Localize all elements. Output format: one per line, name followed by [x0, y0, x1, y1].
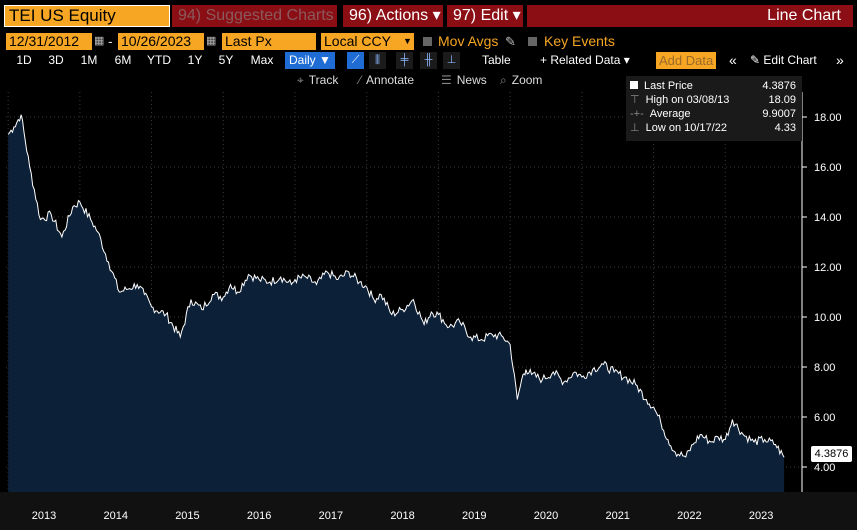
field-selector[interactable]: Last Px: [222, 33, 316, 50]
actions-menu[interactable]: 96) Actions ▾: [343, 5, 443, 27]
annotate-label: Annotate: [366, 73, 415, 87]
y-tick-label: 6.00: [814, 412, 835, 424]
annotate-icon: ⁄: [359, 73, 362, 87]
key-events-checkbox[interactable]: [528, 37, 537, 46]
legend-low: ⊥ Low on 10/17/22: [630, 122, 727, 135]
price-area: [8, 114, 785, 493]
collapse-icon[interactable]: «: [729, 52, 737, 68]
news-icon: ☰: [441, 73, 452, 87]
candlestick-icon[interactable]: ⫼: [369, 52, 386, 69]
track-label: Track: [308, 73, 339, 87]
y-tick-label: 8.00: [814, 362, 835, 374]
edit-chart-button[interactable]: ✎ Edit Chart: [750, 53, 817, 67]
range-3d[interactable]: 3D: [48, 53, 64, 67]
series-swatch: [630, 81, 638, 89]
bar-icon[interactable]: ⊥: [443, 52, 460, 69]
annotate-tool[interactable]: ⁄ Annotate: [359, 72, 414, 89]
legend-high-label: High on 03/08/13: [645, 94, 730, 106]
start-date-field[interactable]: 12/31/2012: [6, 33, 92, 50]
y-tick-label: 4.00: [814, 462, 835, 474]
window-title: Line Chart: [527, 5, 853, 27]
hlc-bar-icon[interactable]: ╫: [420, 52, 437, 69]
range-separator: -: [108, 33, 113, 49]
legend-low-label: Low on 10/17/22: [645, 122, 727, 134]
average-marker-icon: -+-: [630, 108, 644, 120]
legend-high-value: 18.09: [768, 94, 796, 106]
ohlc-bar-icon[interactable]: ╪: [396, 52, 413, 69]
line-chart-icon[interactable]: ⟋: [347, 52, 364, 69]
y-tick-label: 18.00: [814, 112, 842, 124]
mov-avgs-checkbox[interactable]: [423, 37, 432, 46]
range-ytd[interactable]: YTD: [147, 53, 171, 67]
low-marker-icon: ⊥: [630, 122, 640, 134]
range-6m[interactable]: 6M: [114, 53, 132, 67]
y-tick-label: 12.00: [814, 262, 842, 274]
mov-avgs-label: Mov Avgs: [438, 33, 499, 49]
pencil-icon[interactable]: ✎: [505, 34, 516, 49]
legend-high: ⊤ High on 03/08/13: [630, 94, 729, 107]
ticker-field[interactable]: TEI US Equity: [4, 5, 170, 27]
calendar-icon[interactable]: ▦: [94, 35, 105, 47]
table-button[interactable]: Table: [482, 53, 511, 67]
range-1y[interactable]: 1Y: [187, 53, 203, 67]
zoom-label: Zoom: [511, 73, 543, 87]
chart-legend: Last Price 4.3876 ⊤ High on 03/08/13 18.0…: [626, 76, 802, 141]
legend-average-value: 9.9007: [762, 108, 796, 120]
legend-last-price[interactable]: Last Price: [630, 80, 693, 93]
zoom-icon: ⌕: [500, 73, 507, 87]
legend-low-value: 4.33: [774, 122, 796, 134]
x-tick-label: 2015: [175, 510, 199, 522]
y-axis: 4.00 6.00 8.00 10.00 12.00 14.00 16.00 18.00: [801, 92, 842, 492]
x-tick-label: 2022: [677, 510, 701, 522]
x-tick-label: 2017: [319, 510, 343, 522]
last-price-tag: 4.3876: [811, 446, 852, 462]
calendar-icon[interactable]: ▦: [206, 35, 217, 47]
x-tick-label: 2021: [605, 510, 629, 522]
x-tick-label: 2019: [462, 510, 486, 522]
y-tick-label: 10.00: [814, 312, 842, 324]
legend-last-price-value: 4.3876: [762, 80, 796, 92]
suggested-charts-button[interactable]: 94) Suggested Charts: [172, 5, 337, 27]
high-marker-icon: ⊤: [630, 94, 640, 106]
x-tick-label: 2020: [534, 510, 558, 522]
expand-icon[interactable]: »: [836, 52, 844, 68]
key-events-label: Key Events: [544, 33, 615, 49]
related-data-button[interactable]: + Related Data ▾: [540, 53, 630, 67]
news-label: News: [456, 73, 487, 87]
crosshair-icon: ⌖: [297, 73, 304, 87]
chevron-down-icon[interactable]: ▼: [401, 33, 414, 50]
y-tick-label: 16.00: [814, 162, 842, 174]
legend-average-label: Average: [649, 108, 691, 120]
x-tick-label: 2018: [390, 510, 414, 522]
y-tick-label: 14.00: [814, 212, 842, 224]
legend-last-price-label: Last Price: [644, 80, 693, 92]
range-5y[interactable]: 5Y: [218, 53, 234, 67]
range-max[interactable]: Max: [250, 53, 274, 67]
frequency-selector[interactable]: Daily ▼: [285, 52, 335, 69]
track-tool[interactable]: ⌖ Track: [297, 72, 338, 89]
x-tick-label: 2023: [749, 510, 773, 522]
x-tick-label: 2016: [247, 510, 271, 522]
x-axis-band: [0, 492, 857, 530]
add-data-button[interactable]: Add Data: [656, 52, 717, 69]
price-line: [7, 114, 785, 458]
range-1m[interactable]: 1M: [80, 53, 98, 67]
x-tick-label: 2013: [32, 510, 56, 522]
end-date-field[interactable]: 10/26/2023: [118, 33, 204, 50]
currency-selector[interactable]: Local CCY: [321, 33, 401, 50]
legend-average: -+- Average: [630, 108, 691, 121]
news-tool[interactable]: ☰ News: [441, 72, 487, 89]
x-axis: 2013 2014 2015 2016 2017 2018 2019 2020 2021 2022…: [0, 492, 857, 530]
range-1d[interactable]: 1D: [16, 53, 32, 67]
zoom-tool[interactable]: ⌕ Zoom: [500, 72, 542, 89]
edit-menu[interactable]: 97) Edit ▾: [447, 5, 523, 27]
x-tick-label: 2014: [103, 510, 127, 522]
